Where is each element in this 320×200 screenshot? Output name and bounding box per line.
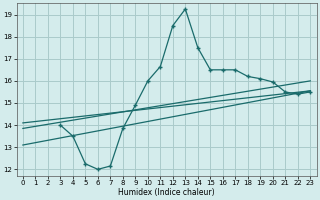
X-axis label: Humidex (Indice chaleur): Humidex (Indice chaleur) [118,188,215,197]
